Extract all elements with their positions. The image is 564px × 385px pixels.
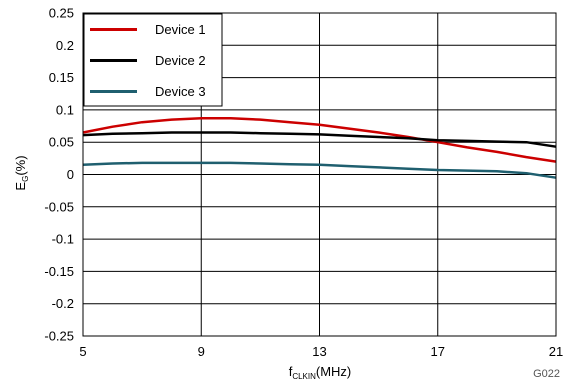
y-tick-label: -0.15 bbox=[44, 264, 74, 279]
y-tick-label: 0.05 bbox=[49, 135, 74, 150]
y-tick-label: 0.1 bbox=[56, 102, 74, 117]
x-axis-label: fCLKIN(MHz) bbox=[289, 364, 352, 381]
x-tick-label: 9 bbox=[198, 344, 205, 359]
x-tick-label: 21 bbox=[549, 344, 563, 359]
y-tick-label: -0.05 bbox=[44, 199, 74, 214]
figure-id-annotation: G022 bbox=[533, 368, 560, 380]
x-tick-label: 5 bbox=[79, 344, 86, 359]
y-axis-label: EG(%) bbox=[13, 155, 30, 190]
x-axis-label-suffix: (MHz) bbox=[316, 364, 351, 379]
legend: Device 1 Device 2 Device 3 bbox=[84, 14, 222, 106]
y-tick-label: 0.25 bbox=[49, 6, 74, 21]
legend-label-2: Device 2 bbox=[155, 53, 206, 68]
y-axis-label-main: E bbox=[13, 182, 28, 191]
y-tick-label: 0.15 bbox=[49, 70, 74, 85]
y-tick-label: 0.2 bbox=[56, 38, 74, 53]
x-tick-labels: 5 9 13 17 21 bbox=[79, 344, 563, 359]
y-tick-label: 0 bbox=[67, 167, 74, 182]
x-tick-label: 13 bbox=[312, 344, 326, 359]
x-axis-label-sub: CLKIN bbox=[292, 372, 316, 381]
y-tick-label: -0.2 bbox=[52, 296, 74, 311]
y-axis-label-suffix: (%) bbox=[13, 155, 28, 175]
legend-label-3: Device 3 bbox=[155, 84, 206, 99]
y-tick-label: -0.1 bbox=[52, 232, 74, 247]
y-tick-labels: 0.25 0.2 0.15 0.1 0.05 0 -0.05 -0.1 -0.15 -0.2 -0.… bbox=[44, 6, 74, 344]
legend-label-1: Device 1 bbox=[155, 22, 206, 37]
y-tick-label: -0.25 bbox=[44, 329, 74, 344]
x-tick-label: 17 bbox=[431, 344, 445, 359]
